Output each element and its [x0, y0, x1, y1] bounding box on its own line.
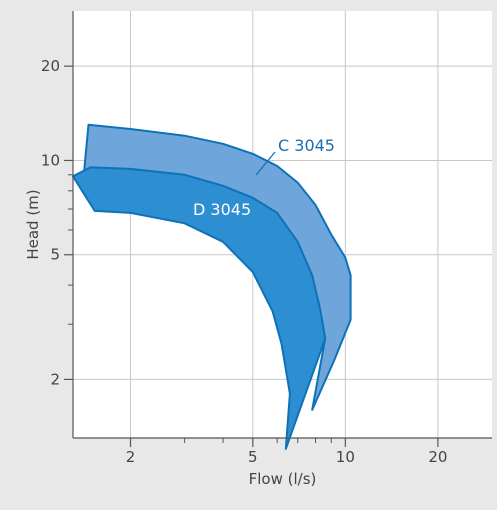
y-tick-label-20: 20 [41, 57, 60, 75]
x-axis-title: Flow (l/s) [249, 470, 317, 488]
series-layer [72, 123, 352, 450]
x-tick-label-20: 20 [428, 448, 447, 466]
x-tick-label-10: 10 [336, 448, 355, 466]
y-tick-label-5: 5 [50, 246, 60, 264]
series-label-d3045: D 3045 [193, 200, 251, 219]
axes [72, 11, 492, 439]
tick-marks [64, 65, 439, 447]
y-tick-label-2: 2 [50, 370, 60, 388]
series-label-c3045: C 3045 [278, 136, 335, 155]
y-axis-title: Head (m) [24, 189, 42, 259]
x-tick-label-5: 5 [248, 448, 258, 466]
series-region-d3045 [72, 166, 327, 450]
c3045-leader-line [255, 151, 276, 176]
grid-lines [73, 11, 492, 438]
y-tick-label-10: 10 [41, 151, 60, 169]
tick-labels: 2 5 10 20 2 5 10 20 [41, 57, 448, 466]
x-tick-label-2: 2 [126, 448, 136, 466]
